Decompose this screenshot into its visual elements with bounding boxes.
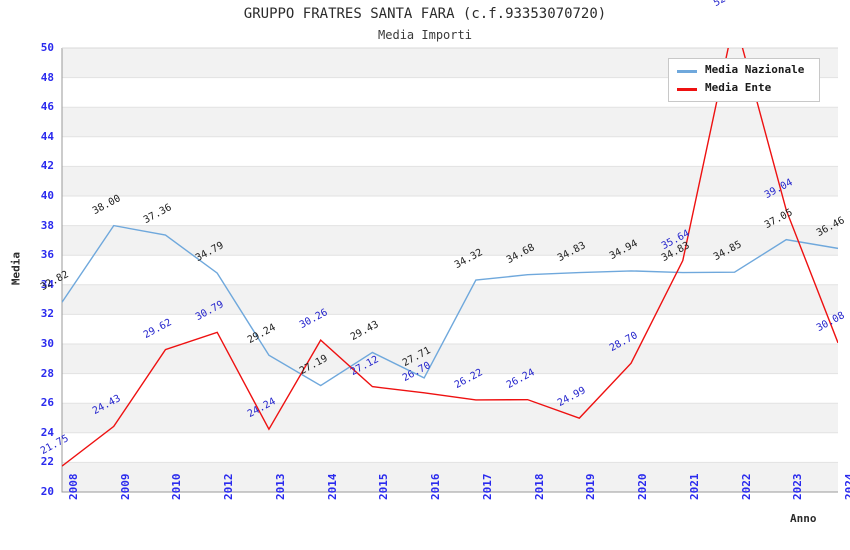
y-axis-tick: 20 bbox=[40, 485, 54, 498]
chart-subtitle: Media Importi bbox=[378, 28, 472, 42]
y-axis-tick: 28 bbox=[40, 366, 54, 380]
chart-legend: Media Nazionale Media Ente bbox=[668, 58, 820, 102]
x-axis-label: Anno bbox=[790, 512, 817, 525]
x-axis-tick: 2021 bbox=[687, 473, 701, 501]
y-axis-tick: 46 bbox=[40, 100, 54, 114]
y-axis-tick: 40 bbox=[40, 189, 54, 202]
y-axis-tick: 34 bbox=[40, 277, 54, 291]
y-axis-tick: 50 bbox=[40, 41, 54, 54]
legend-label-media-nazionale: Media Nazionale bbox=[705, 63, 805, 76]
x-axis-tick: 2020 bbox=[636, 473, 650, 501]
x-axis-tick: 2017 bbox=[480, 473, 494, 501]
y-axis-tick: 24 bbox=[40, 425, 54, 439]
y-axis-tick: 22 bbox=[40, 455, 54, 469]
x-axis-tick: 2015 bbox=[377, 473, 391, 501]
legend-label-media-ente: Media Ente bbox=[705, 81, 772, 94]
y-axis-tick: 42 bbox=[40, 159, 54, 173]
chart-title: GRUPPO FRATRES SANTA FARA (c.f.933530707… bbox=[243, 6, 607, 22]
x-axis-tick: 2008 bbox=[67, 473, 80, 501]
x-axis-tick: 2022 bbox=[739, 473, 753, 501]
y-axis-tick: 32 bbox=[40, 307, 54, 321]
y-axis-tick: 38 bbox=[40, 218, 54, 232]
legend-swatch-media-nazionale bbox=[677, 70, 697, 73]
x-axis-tick: 2018 bbox=[532, 473, 546, 501]
x-axis-tick: 2013 bbox=[273, 473, 287, 501]
x-axis-tick: 2023 bbox=[791, 473, 805, 501]
x-axis-tick: 2010 bbox=[170, 473, 184, 501]
x-axis-tick: 2009 bbox=[118, 473, 132, 501]
legend-swatch-media-ente bbox=[677, 88, 697, 91]
x-axis-tick: 2016 bbox=[429, 473, 443, 501]
y-axis-tick: 36 bbox=[40, 248, 54, 262]
y-axis-tick: 44 bbox=[40, 129, 54, 143]
y-axis-tick: 48 bbox=[40, 70, 54, 84]
y-axis-tick: 26 bbox=[40, 396, 54, 410]
x-axis-tick: 2019 bbox=[584, 473, 598, 501]
y-axis-tick: 30 bbox=[40, 337, 54, 350]
x-axis-tick: 2014 bbox=[325, 473, 339, 501]
x-axis-tick: 2024 bbox=[843, 473, 850, 501]
x-axis-tick: 2012 bbox=[222, 473, 236, 501]
